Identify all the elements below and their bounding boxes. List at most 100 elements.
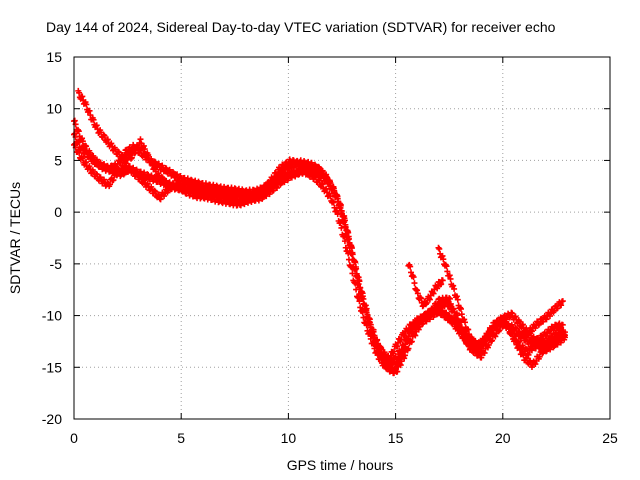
data-point [144,180,151,187]
data-point [534,339,541,346]
data-point [426,295,433,302]
data-point [71,140,78,147]
data-point [488,330,495,337]
data-point [322,172,329,179]
data-point [157,196,164,203]
data-point [163,177,170,184]
data-point [447,302,454,309]
data-point [148,172,155,179]
data-point [174,171,181,178]
data-point [509,330,516,337]
data-point [341,233,348,240]
data-point [446,301,453,308]
data-point [273,171,280,178]
data-point [345,250,352,257]
x-tick-label: 0 [70,430,78,446]
data-point [411,280,418,287]
data-point [184,186,191,193]
data-point [100,131,107,138]
data-point [366,330,373,337]
data-point [266,181,273,188]
y-tick-label: -20 [42,411,62,427]
data-point [440,256,447,263]
series-group [71,87,568,377]
data-point [367,335,374,342]
data-point [374,348,381,355]
data-point [407,263,414,270]
data-point [173,177,180,184]
data-point [106,167,113,174]
data-point [386,356,393,363]
data-point [532,361,539,368]
data-point [101,132,108,139]
data-point [378,355,385,362]
data-point [356,298,363,305]
data-point [131,150,138,157]
data-point [450,317,457,324]
tick-label-group: 0 5 10 15 20 25 -20 -15 -10 -5 0 5 10 15 [42,49,618,446]
data-point [341,238,348,245]
data-point [151,187,158,194]
data-point [341,223,348,230]
data-point [516,318,523,325]
data-point [352,280,359,287]
data-point [426,316,433,323]
data-point [107,181,114,188]
data-point [93,122,100,129]
data-point [453,293,460,300]
data-point [394,343,401,350]
data-point [492,333,499,340]
data-point [353,273,360,280]
data-point [316,177,323,184]
data-point [319,180,326,187]
data-point [418,295,425,302]
data-point [402,341,409,348]
data-point [79,135,86,142]
data-point [245,199,252,206]
data-point [430,290,437,297]
data-point [547,346,554,353]
data-point [308,169,315,176]
data-point [87,149,94,156]
data-point [285,162,292,169]
data-point [353,286,360,293]
data-point [390,358,397,365]
data-point [554,341,561,348]
data-point [126,163,133,170]
data-point [132,149,139,156]
data-point [443,263,450,270]
data-point [363,322,370,329]
data-point [426,296,433,303]
data-point [274,184,281,191]
data-point [512,337,519,344]
data-point [86,107,93,114]
data-point [394,368,401,375]
data-point [345,256,352,263]
data-point [370,328,377,335]
data-point [140,142,147,149]
data-point [333,207,340,214]
data-point [315,176,322,183]
data-point [90,116,97,123]
data-point [83,159,90,166]
data-point [481,349,488,356]
series-trace-5 [405,261,446,310]
data-point [334,195,341,202]
data-point [76,149,83,156]
data-point [83,143,90,150]
data-point [380,360,387,367]
data-point [79,138,86,145]
data-point [381,349,388,356]
data-point [352,266,359,273]
data-point [450,305,457,312]
data-point [436,245,443,252]
data-point [357,304,364,311]
data-point [509,310,516,317]
data-point [76,89,83,96]
data-point [101,176,108,183]
data-point [206,184,213,191]
data-point [408,338,415,345]
data-point [390,348,397,355]
data-point [97,174,104,181]
data-point [270,187,277,194]
